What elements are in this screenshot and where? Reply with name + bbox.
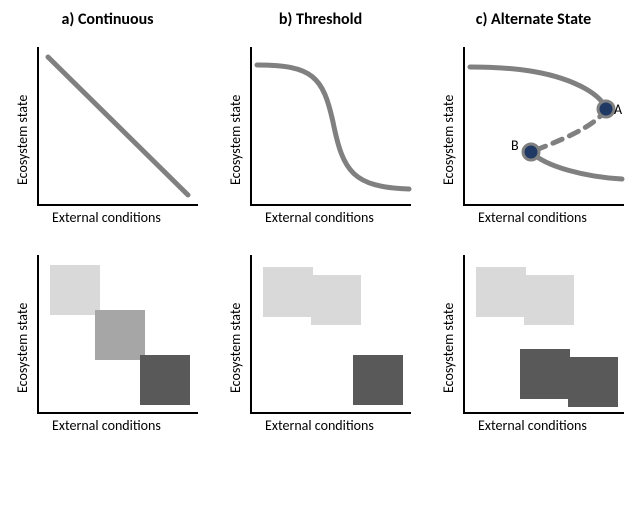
y-axis-label: Ecosystem state (227, 303, 244, 393)
state-square (263, 267, 313, 317)
panel-a-top: Ecosystem state External conditions (10, 37, 205, 237)
y-axis-label: Ecosystem state (227, 95, 244, 185)
y-axis-label: Ecosystem state (440, 303, 457, 393)
title-c: c) Alternate State (436, 10, 631, 29)
x-axis-label: External conditions (265, 209, 374, 226)
x-axis-label: External conditions (52, 209, 161, 226)
fold-point (598, 101, 614, 117)
lower-branch (531, 152, 622, 179)
fold-point-label: B (511, 137, 519, 154)
state-square (50, 265, 100, 315)
state-square (311, 275, 361, 325)
panel-b-top: Ecosystem state External conditions (223, 37, 418, 237)
state-square (95, 310, 145, 360)
panel-c-bot: Ecosystem state External conditions (436, 245, 631, 445)
state-square (568, 357, 618, 407)
panel-c-top: A B Ecosystem state External conditions (436, 37, 631, 237)
state-square (476, 267, 526, 317)
curve (257, 65, 409, 189)
axes (251, 47, 411, 205)
x-axis-label: External conditions (478, 209, 587, 226)
x-axis-label: External conditions (478, 417, 587, 434)
y-axis-label: Ecosystem state (14, 303, 31, 393)
x-axis-label: External conditions (52, 417, 161, 434)
fold-point-label: A (614, 101, 623, 118)
state-square (520, 349, 570, 399)
panel-b-bot: Ecosystem state External conditions (223, 245, 418, 445)
x-axis-label: External conditions (265, 417, 374, 434)
upper-branch (470, 67, 606, 109)
title-a: a) Continuous (10, 10, 205, 29)
title-b: b) Threshold (223, 10, 418, 29)
state-square (524, 275, 574, 325)
panel-a-bot: Ecosystem state External conditions (10, 245, 205, 445)
curve (48, 57, 188, 195)
state-square (140, 355, 190, 405)
unstable-branch (531, 109, 606, 152)
y-axis-label: Ecosystem state (440, 95, 457, 185)
fold-point (523, 144, 539, 160)
axes (464, 47, 624, 205)
state-square (353, 355, 403, 405)
y-axis-label: Ecosystem state (14, 95, 31, 185)
